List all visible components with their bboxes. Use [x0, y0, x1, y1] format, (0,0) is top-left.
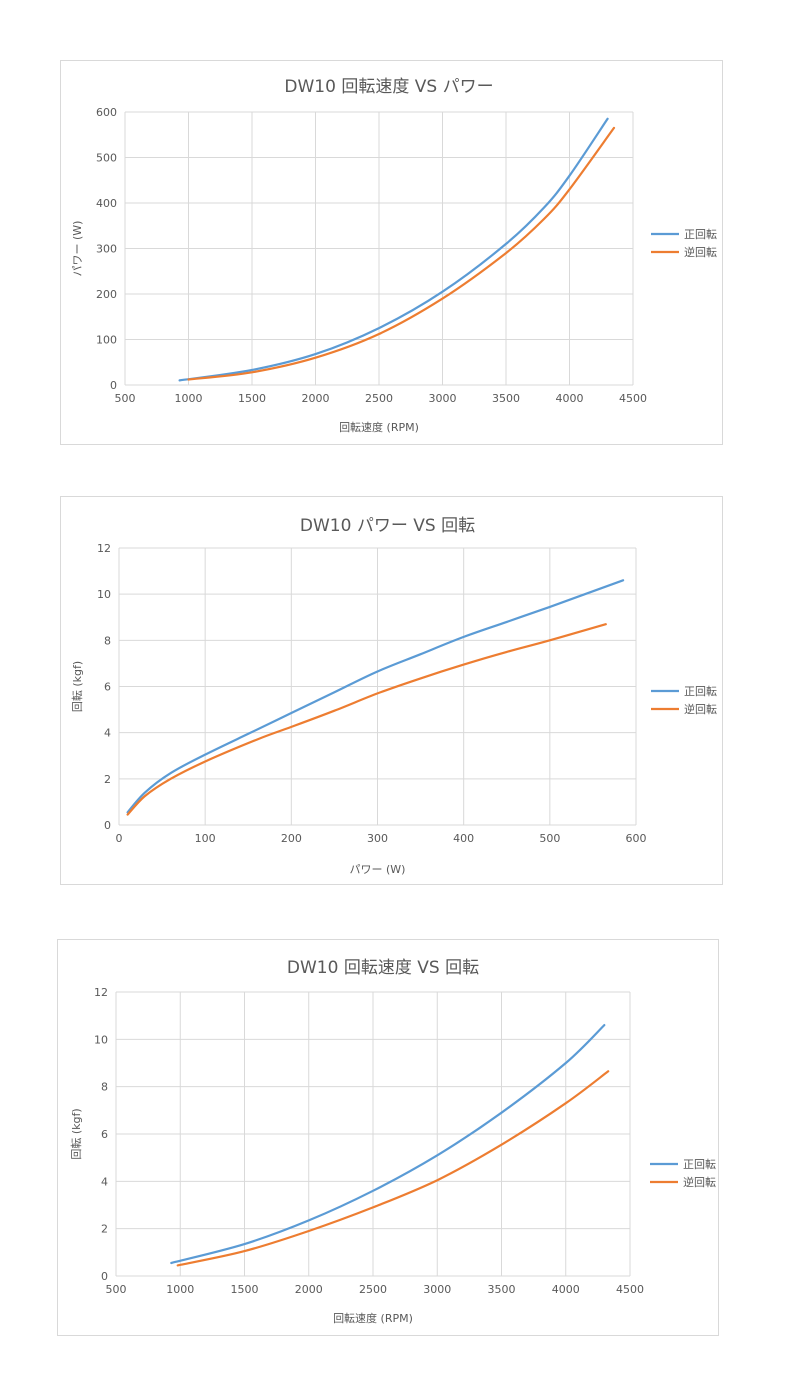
x-tick-label: 2500 [365, 392, 393, 405]
x-tick-label: 500 [115, 392, 136, 405]
x-tick-label: 4500 [619, 392, 647, 405]
chart-title: DW10 回転速度 VS 回転 [287, 958, 479, 978]
x-tick-label: 3000 [423, 1283, 451, 1296]
series-line-forward [178, 117, 609, 382]
legend-label: 正回転 [683, 1158, 716, 1171]
x-axis-title: 回転速度 (RPM) [339, 420, 419, 434]
chart-panel-2: DW10 パワー VS 回転 0 100 200 300 400 500 600 0 2 4 6 8 10… [60, 496, 723, 885]
y-tick-label: 8 [104, 634, 111, 647]
y-tick-label: 400 [96, 197, 117, 210]
y-axis-title: パワー (W) [71, 221, 84, 277]
y-tick-label: 12 [97, 542, 111, 555]
x-tick-label: 200 [281, 832, 302, 845]
y-tick-label: 4 [104, 727, 111, 740]
x-tick-label: 400 [453, 832, 474, 845]
gridlines [118, 547, 637, 826]
y-tick-label: 0 [104, 819, 111, 832]
x-tick-label: 100 [195, 832, 216, 845]
series-line-reverse [187, 126, 616, 381]
legend-label: 逆回転 [684, 245, 717, 259]
x-tick-label: 3500 [492, 392, 520, 405]
y-tick-label: 6 [104, 681, 111, 694]
y-tick-label: 12 [94, 986, 108, 999]
y-tick-label: 6 [101, 1128, 108, 1141]
series-line-forward [170, 1023, 606, 1265]
y-tick-label: 2 [104, 773, 111, 786]
chart-title: DW10 パワー VS 回転 [300, 516, 475, 536]
x-tick-label: 2500 [359, 1283, 387, 1296]
x-tick-label: 1000 [175, 392, 203, 405]
x-tick-label: 3000 [429, 392, 457, 405]
gridlines [124, 111, 634, 386]
y-tick-label: 0 [110, 379, 117, 392]
y-tick-label: 100 [96, 334, 117, 347]
x-tick-label: 500 [106, 1283, 127, 1296]
x-tick-label: 4000 [556, 392, 584, 405]
y-tick-label: 2 [101, 1223, 108, 1236]
x-tick-label: 2000 [302, 392, 330, 405]
chart-title: DW10 回転速度 VS パワー [284, 77, 493, 97]
y-tick-label: 10 [94, 1033, 108, 1046]
x-tick-label: 0 [116, 832, 123, 845]
series-line-reverse [176, 1070, 610, 1267]
x-tick-label: 1500 [231, 1283, 259, 1296]
gridlines [115, 991, 631, 1277]
y-axis-title: 回転 (kgf) [70, 1108, 83, 1159]
x-axis-title: 回転速度 (RPM) [333, 1311, 413, 1325]
y-tick-label: 4 [101, 1175, 108, 1188]
series-line-forward [126, 579, 625, 814]
legend-label: 逆回転 [683, 1175, 716, 1189]
x-tick-label: 4500 [616, 1283, 644, 1296]
x-tick-label: 3500 [488, 1283, 516, 1296]
y-tick-label: 600 [96, 106, 117, 119]
x-tick-label: 1000 [166, 1283, 194, 1296]
chart-panel-1: DW10 回転速度 VS パワー 500 1000 1500 2000 2500 3000 3… [60, 60, 723, 445]
series-line-reverse [126, 623, 607, 816]
y-axis-title: 回転 (kgf) [71, 661, 84, 712]
x-tick-label: 2000 [295, 1283, 323, 1296]
y-tick-label: 8 [101, 1081, 108, 1094]
legend-label: 正回転 [684, 228, 717, 241]
chart-panel-3: DW10 回転速度 VS 回転 500 1000 1500 2000 2500 3000 35… [57, 939, 719, 1336]
y-tick-label: 0 [101, 1270, 108, 1283]
y-tick-label: 200 [96, 288, 117, 301]
x-tick-label: 500 [539, 832, 560, 845]
x-axis-title: パワー (W) [350, 863, 406, 876]
x-tick-label: 4000 [552, 1283, 580, 1296]
y-tick-label: 10 [97, 588, 111, 601]
chart-svg-2: DW10 パワー VS 回転 0 100 200 300 400 500 600 0 2 4 6 8 10… [71, 516, 717, 876]
chart-svg-3: DW10 回転速度 VS 回転 500 1000 1500 2000 2500 3000 35… [70, 958, 716, 1325]
legend-label: 正回転 [684, 685, 717, 698]
legend-label: 逆回転 [684, 702, 717, 716]
y-tick-label: 300 [96, 243, 117, 256]
x-tick-label: 300 [367, 832, 388, 845]
x-tick-label: 1500 [238, 392, 266, 405]
x-tick-label: 600 [626, 832, 647, 845]
y-tick-label: 500 [96, 152, 117, 165]
